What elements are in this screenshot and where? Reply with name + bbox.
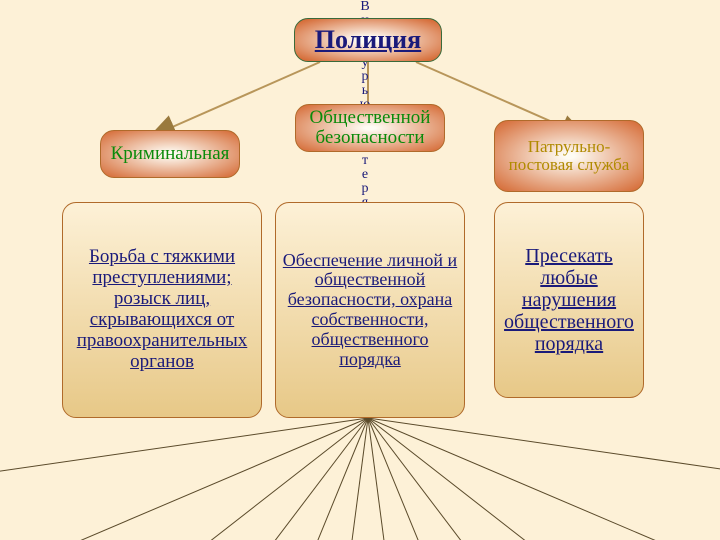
branch-patrol-label: Патрульно-постовая служба [501, 138, 637, 174]
title-label: Полиция [315, 27, 421, 53]
branch-patrol: Патрульно-постовая служба [494, 120, 644, 192]
title-box: Полиция [294, 18, 442, 62]
desc-criminal: Борьба с тяжкими преступлениями; розыск … [62, 202, 262, 418]
branch-criminal-label: Криминальная [111, 144, 230, 164]
branch-public-safety-label: Общественной безопасности [302, 108, 438, 148]
desc-public-safety-text: Обеспечение личной и общественной безопа… [282, 251, 458, 370]
branch-criminal: Криминальная [100, 130, 240, 178]
desc-patrol: Пресекать любые нарушения общественного … [494, 202, 644, 398]
diagram-stage: В и е к у р ь ю ч а с т е р я п и д а По… [0, 0, 720, 540]
desc-patrol-text: Пресекать любые нарушения общественного … [501, 245, 637, 355]
desc-criminal-text: Борьба с тяжкими преступлениями; розыск … [69, 247, 255, 372]
desc-public-safety: Обеспечение личной и общественной безопа… [275, 202, 465, 418]
branch-public-safety: Общественной безопасности [295, 104, 445, 152]
